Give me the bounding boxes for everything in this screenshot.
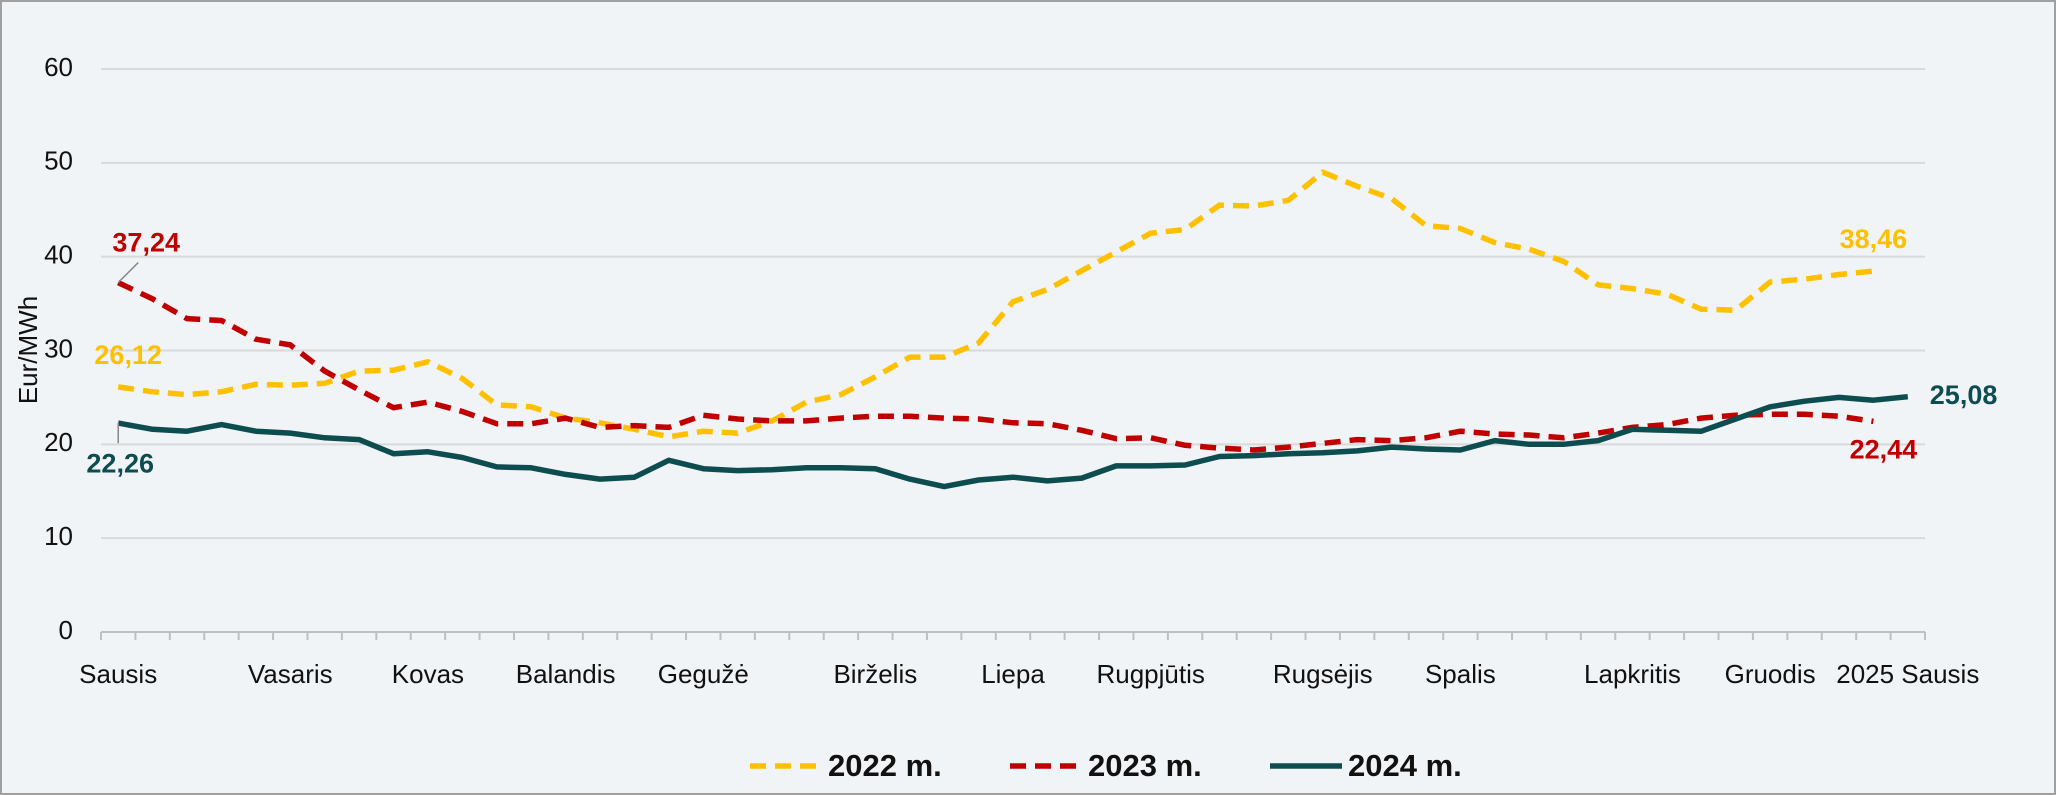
data-label: 22,44 bbox=[1850, 435, 1918, 465]
data-label: 26,12 bbox=[94, 340, 162, 370]
x-tick-label: Lapkritis bbox=[1584, 659, 1681, 689]
x-tick-label: Gruodis bbox=[1725, 659, 1816, 689]
y-tick-label: 50 bbox=[44, 146, 73, 176]
line-series bbox=[117, 280, 1874, 453]
x-tick-label: Balandis bbox=[516, 659, 616, 689]
legend-label: 2024 m. bbox=[1348, 748, 1462, 783]
y-tick-label: 0 bbox=[59, 615, 73, 645]
data-label: 38,46 bbox=[1840, 224, 1908, 254]
line-series bbox=[117, 393, 1909, 490]
x-tick-label: Sausis bbox=[79, 659, 157, 689]
x-tick-label: Liepa bbox=[981, 659, 1045, 689]
x-tick-label: Spalis bbox=[1425, 659, 1496, 689]
leader-line bbox=[117, 262, 139, 284]
data-label: 37,24 bbox=[112, 228, 180, 258]
x-tick-label: Rugpjūtis bbox=[1096, 659, 1204, 689]
x-tick-label: 2025 Sausis bbox=[1836, 659, 1979, 689]
y-axis-label: Eur/MWh bbox=[13, 296, 43, 404]
line-series bbox=[117, 169, 1874, 440]
y-tick-label: 40 bbox=[44, 240, 73, 270]
y-tick-label: 60 bbox=[44, 52, 73, 82]
x-tick-label: Birželis bbox=[833, 659, 917, 689]
data-label: 22,26 bbox=[86, 448, 154, 478]
y-tick-label: 20 bbox=[44, 427, 73, 457]
legend-label: 2023 m. bbox=[1088, 748, 1202, 783]
x-tick-label: Kovas bbox=[392, 659, 464, 689]
y-tick-label: 10 bbox=[44, 521, 73, 551]
x-tick-label: Vasaris bbox=[248, 659, 333, 689]
x-tick-label: Gegužė bbox=[658, 659, 749, 689]
legend-label: 2022 m. bbox=[828, 748, 942, 783]
y-tick-label: 30 bbox=[44, 333, 73, 363]
data-label: 25,08 bbox=[1930, 380, 1998, 410]
x-tick-label: Rugsėjis bbox=[1273, 659, 1373, 689]
